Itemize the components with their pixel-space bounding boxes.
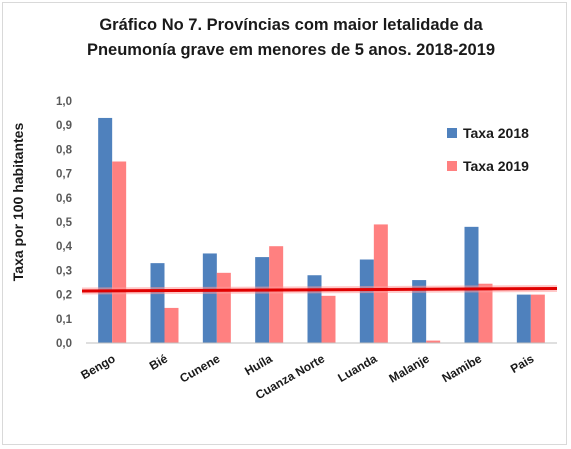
bar-taxa-2019 bbox=[164, 307, 179, 343]
y-tick-label: 0,6 bbox=[56, 193, 72, 205]
y-tick-label: 0,9 bbox=[56, 120, 72, 132]
bar-taxa-2018 bbox=[464, 226, 479, 343]
bar-taxa-2019 bbox=[373, 224, 388, 343]
x-category-label: Namibe bbox=[439, 351, 484, 385]
x-category-label: Huíla bbox=[242, 351, 275, 378]
legend-swatch-2019 bbox=[447, 161, 457, 171]
legend-swatch-2018 bbox=[447, 128, 457, 138]
bar-taxa-2018 bbox=[202, 253, 217, 343]
bar-taxa-2019 bbox=[530, 294, 545, 343]
y-tick-label: 0,2 bbox=[56, 290, 72, 302]
bar-taxa-2019 bbox=[216, 272, 231, 343]
x-category-label: Bengo bbox=[78, 351, 117, 382]
bar-taxa-2018 bbox=[98, 117, 113, 343]
bar-taxa-2018 bbox=[516, 294, 531, 343]
bar-taxa-2019 bbox=[426, 340, 441, 343]
bar-taxa-2019 bbox=[478, 283, 493, 343]
y-axis-label: Taxa por 100 habitantes bbox=[10, 123, 26, 282]
bar-taxa-2019 bbox=[321, 295, 336, 343]
bar-taxa-2018 bbox=[150, 263, 165, 343]
y-tick-label: 0,4 bbox=[56, 241, 73, 253]
bars bbox=[98, 117, 545, 343]
bar-taxa-2018 bbox=[359, 259, 374, 343]
y-axis-ticks: 0,0 0,1 0,2 0,3 0,4 0,5 0,6 0,7 0,8 0,9 1,0 bbox=[56, 96, 73, 350]
x-category-label: Luanda bbox=[335, 351, 379, 385]
legend-label-2018: Taxa 2018 bbox=[463, 125, 529, 141]
chart-frame bbox=[2, 2, 567, 445]
legend: Taxa 2018 Taxa 2019 bbox=[447, 125, 529, 174]
y-tick-label: 0,3 bbox=[56, 265, 72, 277]
x-category-label: Pais bbox=[508, 351, 537, 376]
reference-line bbox=[81, 285, 558, 295]
chart-title: Gráfico No 7. Províncias com maior letal… bbox=[87, 16, 495, 59]
bar-taxa-2018 bbox=[255, 257, 270, 343]
bar-taxa-2018 bbox=[412, 280, 427, 343]
chart-title-line-2: Pneumonía grave em menores de 5 anos. 20… bbox=[87, 41, 495, 59]
y-tick-label: 0,8 bbox=[56, 144, 73, 156]
x-category-label: Malanje bbox=[387, 351, 432, 385]
y-tick-label: 0,5 bbox=[56, 217, 73, 229]
bar-taxa-2019 bbox=[269, 246, 284, 343]
bar-taxa-2018 bbox=[307, 275, 322, 343]
x-category-label: Bié bbox=[147, 351, 170, 373]
y-tick-label: 0,0 bbox=[56, 338, 72, 350]
y-tick-label: 0,7 bbox=[56, 169, 72, 181]
y-tick-label: 0,1 bbox=[56, 314, 73, 326]
chart-title-line-1: Gráfico No 7. Províncias com maior letal… bbox=[99, 16, 483, 34]
y-tick-label: 1,0 bbox=[56, 96, 72, 108]
legend-label-2019: Taxa 2019 bbox=[463, 158, 529, 174]
reference-line-stroke bbox=[81, 287, 558, 293]
x-category-label: Cunene bbox=[177, 351, 222, 385]
bar-taxa-2019 bbox=[112, 161, 127, 343]
